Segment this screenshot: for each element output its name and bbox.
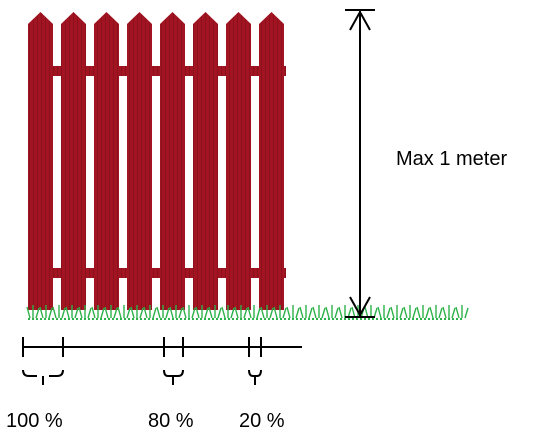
fence-picket	[193, 12, 218, 310]
grass	[26, 305, 469, 320]
grass-tuft	[390, 305, 404, 319]
fence-picket	[127, 12, 152, 310]
grass-tuft	[312, 305, 326, 319]
spacing-label-20: 20 %	[239, 410, 285, 432]
grass-tuft	[260, 305, 274, 319]
grass-tuft	[455, 305, 469, 319]
fence-picket	[259, 12, 284, 310]
spacing-label-80: 80 %	[148, 410, 194, 432]
grass-tuft	[26, 305, 40, 319]
spacing-brackets	[22, 369, 262, 385]
grass-tuft	[442, 305, 456, 319]
grass-tuft	[234, 305, 248, 319]
grass-tuft	[208, 305, 222, 319]
grass-tuft	[182, 305, 196, 319]
bracket-80	[163, 369, 184, 385]
grass-tuft	[65, 305, 79, 319]
grass-tuft	[117, 305, 131, 319]
grass-tuft	[130, 305, 144, 319]
fence-bottom-rail	[28, 268, 286, 278]
grass-tuft	[299, 305, 313, 319]
grass-tuft	[39, 305, 53, 319]
grass-tuft	[247, 305, 261, 319]
fence-picket	[61, 12, 86, 310]
bracket-100	[22, 369, 64, 385]
grass-tuft	[52, 305, 66, 319]
grass-tuft	[416, 305, 430, 319]
grass-tuft	[286, 305, 300, 319]
picket-fence	[28, 12, 286, 310]
spacing-label-100: 100 %	[6, 410, 63, 432]
grass-tuft	[143, 305, 157, 319]
grass-tuft	[429, 305, 443, 319]
fence-pickets	[28, 12, 284, 310]
grass-tuft	[221, 305, 235, 319]
fence-top-rail	[28, 66, 286, 76]
height-label: Max 1 meter	[396, 148, 508, 170]
fence-picket	[28, 12, 53, 310]
grass-tuft	[156, 305, 170, 319]
grass-tuft	[91, 305, 105, 319]
fence-picket	[94, 12, 119, 310]
spacing-scale	[22, 337, 302, 357]
bracket-20	[248, 369, 262, 385]
fence-picket	[160, 12, 185, 310]
grass-tuft	[325, 305, 339, 319]
grass-tuft	[78, 305, 92, 319]
grass-tuft	[169, 305, 183, 319]
height-arrow	[345, 9, 375, 318]
grass-tuft	[403, 305, 417, 319]
grass-tuft	[195, 305, 209, 319]
grass-tuft	[104, 305, 118, 319]
grass-tuft	[273, 305, 287, 319]
fence-picket	[226, 12, 251, 310]
grass-tuft	[377, 305, 391, 319]
